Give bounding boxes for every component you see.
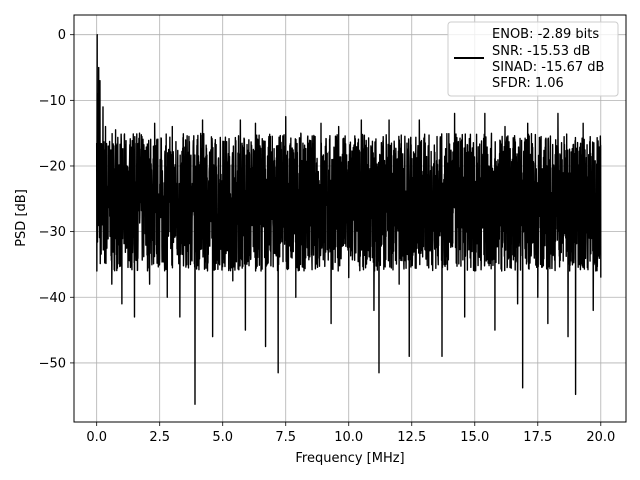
legend-line-sfdr: SFDR: 1.06 [492, 76, 564, 91]
plot-frame [73, 14, 627, 423]
x-tick-label: 15.0 [460, 430, 489, 445]
y-tick-label: 0 [58, 28, 66, 43]
y-tick-label: −30 [39, 225, 66, 240]
x-tick-label: 10.0 [334, 430, 363, 445]
legend-line-snr: SNR: -15.53 dB [492, 44, 590, 59]
y-tick-label: −10 [39, 94, 66, 109]
x-tick-label: 5.0 [212, 430, 233, 445]
x-tick-label: 7.5 [275, 430, 296, 445]
x-tick-label: 0.0 [86, 430, 107, 445]
legend-line-enob: ENOB: -2.89 bits [492, 27, 599, 42]
legend: ENOB: -2.89 bits SNR: -15.53 dB SINAD: -… [447, 21, 619, 97]
x-axis: 0.0 2.5 5.0 7.5 10.0 12.5 15.0 17.5 20.0 [86, 422, 615, 445]
legend-box [447, 21, 619, 97]
y-axis: 0 −10 −20 −30 −40 −50 [39, 28, 74, 371]
x-axis-label: Frequency [MHz] [295, 451, 404, 466]
series-layer [95, 33, 602, 405]
psd-series-line [95, 33, 602, 405]
y-tick-label: −20 [39, 159, 66, 174]
legend-line-sinad: SINAD: -15.67 dB [492, 60, 604, 75]
x-tick-label: 12.5 [397, 430, 426, 445]
x-tick-label: 2.5 [149, 430, 170, 445]
x-tick-label: 20.0 [586, 430, 615, 445]
y-axis-label: PSD [dB] [14, 189, 29, 247]
x-tick-label: 17.5 [523, 430, 552, 445]
y-tick-label: −40 [39, 291, 66, 306]
y-tick-label: −50 [39, 356, 66, 371]
